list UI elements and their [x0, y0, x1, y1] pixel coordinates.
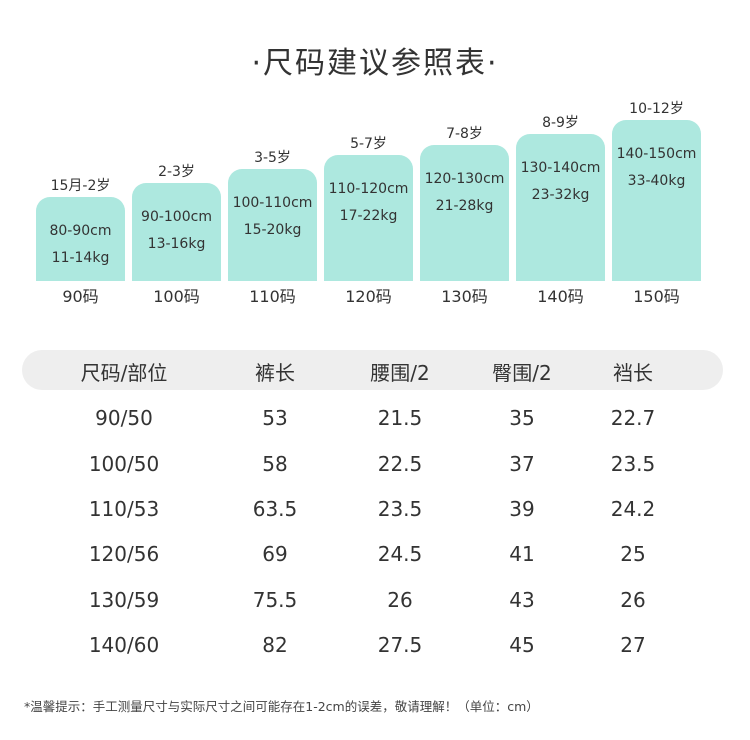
- age-label: 2-3岁: [158, 164, 195, 180]
- table-cell: 39: [509, 497, 535, 521]
- weight-range: 17-22kg: [339, 208, 398, 224]
- bar-group-130: 7-8岁 120-130cm 21-28kg 130码: [420, 0, 509, 320]
- size-label: 120码: [345, 287, 392, 306]
- size-bar: [420, 145, 509, 281]
- header-rise: 裆长: [613, 361, 653, 385]
- table-cell: 24.5: [377, 542, 423, 566]
- table-cell: 26: [620, 588, 646, 612]
- table-cell: 69: [262, 542, 288, 566]
- table-cell: 45: [509, 633, 535, 657]
- table-cell: 23.5: [610, 452, 656, 476]
- table-cell: 82: [262, 633, 288, 657]
- bar-group-90: 15月-2岁 80-90cm 11-14kg 90码: [36, 0, 125, 320]
- size-bar: [36, 197, 125, 281]
- height-range: 100-110cm: [232, 195, 313, 211]
- table-cell: 75.5: [252, 588, 298, 612]
- table-cell: 140/60: [88, 633, 160, 657]
- table-cell: 22.7: [610, 406, 656, 430]
- disclaimer-note: *温馨提示：手工测量尺寸与实际尺寸之间可能存在1-2cm的误差，敬请理解！（单位…: [24, 699, 539, 714]
- table-cell: 120/56: [88, 542, 160, 566]
- size-label: 150码: [633, 287, 680, 306]
- bar-group-100: 2-3岁 90-100cm 13-16kg 100码: [132, 0, 221, 320]
- table-cell: 22.5: [377, 452, 423, 476]
- table-cell: 100/50: [88, 452, 160, 476]
- size-bar: [228, 169, 317, 281]
- height-range: 90-100cm: [141, 209, 212, 225]
- weight-range: 21-28kg: [435, 198, 494, 214]
- table-cell: 130/59: [88, 588, 160, 612]
- weight-range: 13-16kg: [147, 236, 206, 252]
- table-cell: 53: [262, 406, 288, 430]
- bar-group-140: 8-9岁 130-140cm 23-32kg 140码: [516, 0, 605, 320]
- table-cell: 27: [620, 633, 646, 657]
- size-label: 90码: [62, 287, 99, 306]
- header-pant-length: 裤长: [255, 361, 295, 385]
- bar-group-150: 10-12岁 140-150cm 33-40kg 150码: [612, 0, 701, 320]
- size-label: 110码: [249, 287, 296, 306]
- table-cell: 25: [620, 542, 646, 566]
- weight-range: 23-32kg: [531, 187, 590, 203]
- weight-range: 33-40kg: [627, 173, 686, 189]
- height-range: 140-150cm: [616, 146, 697, 162]
- size-bar: [132, 183, 221, 281]
- header-waist: 腰围/2: [370, 361, 430, 385]
- age-label: 7-8岁: [446, 126, 483, 142]
- age-label: 3-5岁: [254, 150, 291, 166]
- header-size-part: 尺码/部位: [80, 361, 168, 385]
- table-cell: 43: [509, 588, 535, 612]
- bar-group-110: 3-5岁 100-110cm 15-20kg 110码: [228, 0, 317, 320]
- table-cell: 23.5: [377, 497, 423, 521]
- height-range: 130-140cm: [520, 160, 601, 176]
- size-label: 140码: [537, 287, 584, 306]
- weight-range: 15-20kg: [243, 222, 302, 238]
- height-range: 80-90cm: [49, 223, 112, 239]
- size-bars: 15月-2岁 80-90cm 11-14kg 90码 2-3岁 90-100cm…: [0, 0, 750, 320]
- size-bar: [324, 155, 413, 281]
- weight-range: 11-14kg: [51, 250, 110, 266]
- age-label: 15月-2岁: [50, 178, 111, 194]
- age-label: 8-9岁: [542, 115, 579, 131]
- height-range: 120-130cm: [424, 171, 505, 187]
- table-cell: 110/53: [88, 497, 160, 521]
- age-label: 5-7岁: [350, 136, 387, 152]
- size-bar: [612, 120, 701, 281]
- table-cell: 24.2: [610, 497, 656, 521]
- age-label: 10-12岁: [629, 101, 684, 117]
- table-cell: 21.5: [377, 406, 423, 430]
- table-cell: 37: [509, 452, 535, 476]
- table-cell: 58: [262, 452, 288, 476]
- page-title: ·尺码建议参照表·: [251, 46, 499, 81]
- table-cell: 35: [509, 406, 535, 430]
- table-cell: 63.5: [252, 497, 298, 521]
- size-label: 130码: [441, 287, 488, 306]
- table-cell: 27.5: [377, 633, 423, 657]
- table-cell: 90/50: [95, 406, 153, 430]
- size-label: 100码: [153, 287, 200, 306]
- table-cell: 26: [387, 588, 413, 612]
- bar-group-120: 5-7岁 110-120cm 17-22kg 120码: [324, 0, 413, 320]
- table-header-bg: [22, 350, 723, 390]
- height-range: 110-120cm: [328, 181, 409, 197]
- header-hip: 臀围/2: [492, 361, 552, 385]
- table-cell: 41: [509, 542, 535, 566]
- size-bar: [516, 134, 605, 281]
